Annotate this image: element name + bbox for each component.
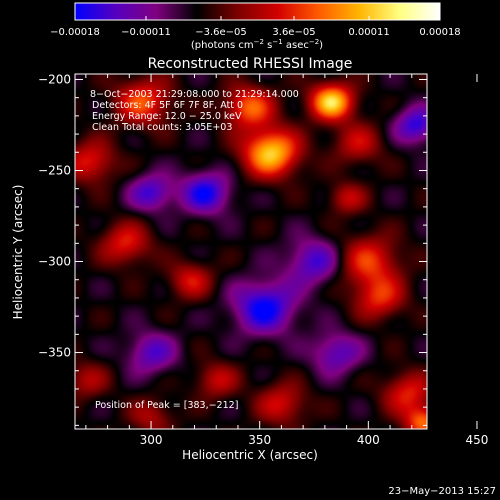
colorbar [75,3,440,20]
colorbar-tick-label: −0.00018 [50,27,100,38]
colorbar-tick-label: −3.6e−05 [195,27,247,38]
annotation-detectors: Detectors: 4F 5F 6F 7F 8F, Att 0 [92,100,243,111]
x-tick-label: 450 [466,433,489,447]
annotation-block: 8−Oct−2003 21:29:08.000 to 21:29:14.000 … [90,89,299,133]
y-tick-label: −200 [38,72,71,86]
annotation-time-range: 8−Oct−2003 21:29:08.000 to 21:29:14.000 [90,89,299,100]
x-axis-label: Heliocentric X (arcsec) [182,448,318,462]
annotation-clean-counts: Clean Total counts: 3.05E+03 [92,122,232,133]
x-tick-label: 350 [248,433,271,447]
colorbar-tick-label: 0.00018 [419,27,460,38]
colorbar-tick-label: −0.00011 [121,27,171,38]
colorbar-unit-label: (photons cm−2 s−1 asec−2) [191,38,323,51]
colorbar-frame [74,2,441,21]
chart-title: Reconstructed RHESSI Image [148,56,353,72]
colorbar-tick-label: 0.00011 [348,27,389,38]
colorbar-tick-label: 3.6e−05 [272,27,315,38]
annotation-energy-range: Energy Range: 12.0 − 25.0 keV [92,111,242,122]
heatmap-image [75,74,427,429]
axis-ticks: 300 350 400 450 −200 −250 −300 −350 [38,72,488,447]
footer-timestamp: 23−May−2013 15:27 [388,486,496,497]
y-tick-label: −250 [38,163,71,177]
colorbar-ticks: −0.00018 −0.00011 −3.6e−05 3.6e−05 0.00011 0.… [50,16,461,38]
heatmap-image-container [75,74,427,429]
x-tick-label: 300 [140,433,163,447]
x-tick-label: 400 [357,433,380,447]
y-tick-label: −300 [38,255,71,269]
y-tick-label: −350 [38,346,71,360]
y-axis-label: Heliocentric Y (arcsec) [11,185,25,320]
peak-position-label: Position of Peak = [383,−212] [95,400,238,411]
plot-frame [74,73,428,430]
